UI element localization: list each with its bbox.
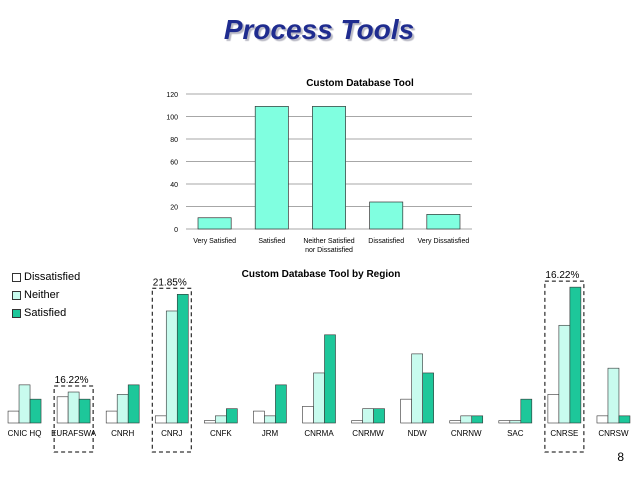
- x-tick-label-line: nor Dissatisfied: [305, 247, 353, 254]
- x-tick-label: JRM: [262, 429, 279, 438]
- bar: [569, 286, 582, 424]
- bar: [254, 106, 289, 230]
- bar: [313, 372, 325, 424]
- legend-item-dissatisfied: Dissatisfied: [12, 268, 80, 286]
- bar: [7, 410, 20, 424]
- bar: [498, 420, 511, 424]
- y-tick-label: 60: [170, 160, 178, 167]
- x-tick-label-line: Satisfied: [258, 238, 285, 245]
- bar: [264, 415, 276, 424]
- bar: [509, 420, 522, 424]
- legend-item-neither: Neither: [12, 286, 80, 304]
- x-tick-label-line: Very Satisfied: [193, 238, 236, 245]
- x-tick-label: Neither Satisfied nor Dissatisfied: [303, 238, 354, 254]
- bar: [411, 353, 423, 424]
- x-tick-label: Satisfied: [258, 238, 285, 245]
- x-tick-label: CNRSE: [550, 429, 578, 438]
- bar: [547, 394, 560, 424]
- bar: [56, 396, 69, 424]
- bar: [422, 372, 434, 424]
- bar: [176, 293, 189, 424]
- y-tick-label: 120: [166, 92, 178, 99]
- chart-title: Custom Database Tool: [306, 78, 414, 89]
- x-tick-label-line: Neither Satisfied: [303, 238, 354, 245]
- bar: [558, 324, 571, 424]
- x-tick-label: SAC: [507, 429, 524, 438]
- bar: [215, 415, 227, 424]
- x-tick-label: CNRJ: [161, 429, 182, 438]
- chart-title: Custom Database Tool by Region: [242, 269, 401, 280]
- highlight-box: [151, 287, 192, 453]
- bar: [596, 415, 609, 424]
- x-tick-label: Dissatisfied: [368, 238, 404, 245]
- legend-swatch: [12, 308, 21, 318]
- bar: [105, 410, 118, 424]
- highlight-box: [53, 385, 94, 453]
- x-tick-label: EURAFSWA: [51, 429, 97, 438]
- bar: [29, 398, 42, 424]
- y-tick-label: 40: [170, 182, 178, 189]
- annotation-label: 16.22%: [545, 270, 579, 281]
- x-tick-label: Very Dissatisfied: [418, 238, 470, 245]
- bar: [78, 398, 91, 424]
- bar: [460, 415, 473, 424]
- bar: [426, 214, 461, 230]
- y-tick-label: 100: [166, 115, 178, 122]
- annotation-label: 16.22%: [55, 375, 89, 386]
- legend-swatch: [12, 290, 21, 300]
- slide-title: Process Tools: [223, 14, 415, 45]
- bar: [400, 398, 412, 424]
- x-tick-label: CNFK: [210, 429, 232, 438]
- bar: [373, 408, 385, 424]
- bar: [165, 310, 178, 424]
- x-tick-label-line: Dissatisfied: [368, 238, 404, 245]
- bar: [324, 334, 336, 424]
- x-tick-label: CNIC HQ: [8, 429, 42, 438]
- bar: [275, 384, 287, 424]
- legend-item-satisfied: Satisfied: [12, 304, 80, 322]
- bar: [197, 217, 232, 230]
- x-tick-label: Very Satisfied: [193, 238, 236, 245]
- legend-label: Dissatisfied: [24, 271, 81, 283]
- bar: [369, 201, 404, 230]
- bar: [618, 415, 631, 424]
- x-tick-label-line: Very Dissatisfied: [418, 238, 470, 245]
- x-tick-label: CNRH: [111, 429, 134, 438]
- bar: [18, 384, 31, 424]
- annotation-label: 21.85%: [153, 277, 187, 288]
- bar: [449, 420, 462, 424]
- slide-number: 8: [617, 450, 624, 464]
- bar: [520, 398, 533, 424]
- x-tick-label: CNRNW: [451, 429, 482, 438]
- x-tick-label: NDW: [408, 429, 428, 438]
- bar: [607, 367, 620, 424]
- y-tick-label: 20: [170, 205, 178, 212]
- y-tick-label: 0: [174, 227, 178, 234]
- bar: [154, 415, 167, 424]
- x-tick-label: CNRMA: [304, 429, 334, 438]
- bar: [312, 106, 346, 230]
- bar: [204, 420, 216, 424]
- chart-legend: Dissatisfied Neither Satisfied: [12, 268, 80, 322]
- legend-label: Satisfied: [24, 307, 67, 319]
- y-tick-label: 80: [170, 137, 178, 144]
- bar: [471, 415, 484, 424]
- bar: [67, 391, 80, 424]
- bar: [226, 408, 238, 424]
- bar: [351, 420, 363, 424]
- legend-swatch: [12, 272, 21, 282]
- bar: [116, 394, 129, 424]
- x-tick-label: CNRMW: [352, 429, 384, 438]
- bar: [127, 384, 140, 424]
- legend-label: Neither: [24, 289, 60, 301]
- bar: [302, 406, 314, 424]
- bar: [362, 408, 374, 424]
- x-tick-label: CNRSW: [598, 429, 629, 438]
- bar: [253, 410, 265, 424]
